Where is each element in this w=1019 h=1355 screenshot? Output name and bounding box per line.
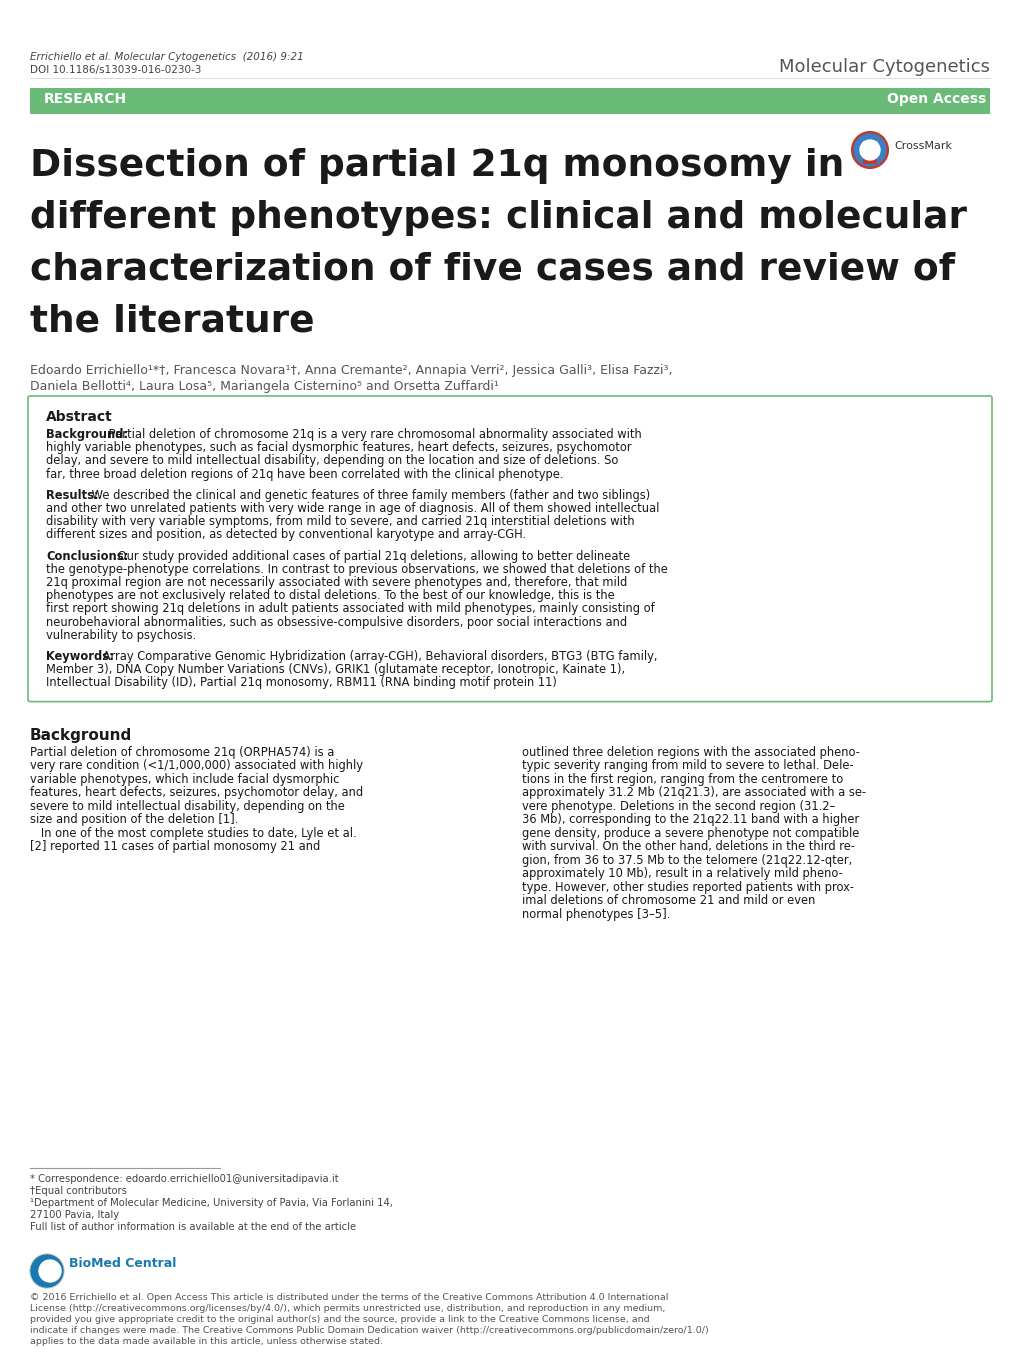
Text: Conclusions:: Conclusions: bbox=[46, 550, 128, 562]
Text: We described the clinical and genetic features of three family members (father a: We described the clinical and genetic fe… bbox=[88, 489, 650, 501]
FancyBboxPatch shape bbox=[28, 396, 991, 702]
Text: neurobehavioral abnormalities, such as obsessive-compulsive disorders, poor soci: neurobehavioral abnormalities, such as o… bbox=[46, 615, 627, 629]
Text: Daniela Bellotti⁴, Laura Losa⁵, Mariangela Cisternino⁵ and Orsetta Zuffardi¹: Daniela Bellotti⁴, Laura Losa⁵, Mariange… bbox=[30, 379, 498, 393]
Text: 27100 Pavia, Italy: 27100 Pavia, Italy bbox=[30, 1210, 119, 1220]
Text: type. However, other studies reported patients with prox-: type. However, other studies reported pa… bbox=[522, 881, 853, 893]
Text: CrossMark: CrossMark bbox=[893, 141, 951, 150]
Text: normal phenotypes [3–5].: normal phenotypes [3–5]. bbox=[522, 908, 669, 920]
Text: ¹Department of Molecular Medicine, University of Pavia, Via Forlanini 14,: ¹Department of Molecular Medicine, Unive… bbox=[30, 1198, 392, 1209]
Text: Dissection of partial 21q monosomy in: Dissection of partial 21q monosomy in bbox=[30, 148, 844, 184]
Text: Keywords:: Keywords: bbox=[46, 650, 114, 663]
Text: * Correspondence: edoardo.errichiello01@universitadipavia.it: * Correspondence: edoardo.errichiello01@… bbox=[30, 1173, 338, 1184]
Text: RESEARCH: RESEARCH bbox=[44, 92, 127, 106]
Text: indicate if changes were made. The Creative Commons Public Domain Dedication wai: indicate if changes were made. The Creat… bbox=[30, 1327, 708, 1335]
Text: Edoardo Errichiello¹*†, Francesca Novara¹†, Anna Cremante², Annapia Verri², Jess: Edoardo Errichiello¹*†, Francesca Novara… bbox=[30, 364, 672, 377]
Text: Background:: Background: bbox=[46, 428, 128, 440]
Text: features, heart defects, seizures, psychomotor delay, and: features, heart defects, seizures, psych… bbox=[30, 786, 363, 799]
Text: Open Access: Open Access bbox=[886, 92, 985, 106]
Bar bbox=[862, 142, 876, 164]
Text: the literature: the literature bbox=[30, 304, 314, 340]
Text: gene density, produce a severe phenotype not compatible: gene density, produce a severe phenotype… bbox=[522, 827, 859, 840]
Text: Background: Background bbox=[30, 728, 132, 743]
Text: severe to mild intellectual disability, depending on the: severe to mild intellectual disability, … bbox=[30, 799, 344, 813]
Text: size and position of the deletion [1].: size and position of the deletion [1]. bbox=[30, 813, 238, 827]
Text: and other two unrelated patients with very wide range in age of diagnosis. All o: and other two unrelated patients with ve… bbox=[46, 501, 658, 515]
Text: imal deletions of chromosome 21 and mild or even: imal deletions of chromosome 21 and mild… bbox=[522, 894, 814, 906]
Text: Partial deletion of chromosome 21q (ORPHA574) is a: Partial deletion of chromosome 21q (ORPH… bbox=[30, 745, 334, 759]
Text: disability with very variable symptoms, from mild to severe, and carried 21q int: disability with very variable symptoms, … bbox=[46, 515, 634, 528]
Bar bbox=[30, 88, 989, 114]
Text: different sizes and position, as detected by conventional karyotype and array-CG: different sizes and position, as detecte… bbox=[46, 528, 526, 542]
Text: approximately 10 Mb), result in a relatively mild pheno-: approximately 10 Mb), result in a relati… bbox=[522, 867, 842, 881]
Text: Array Comparative Genomic Hybridization (array-CGH), Behavioral disorders, BTG3 : Array Comparative Genomic Hybridization … bbox=[99, 650, 657, 663]
Text: Errichiello et al. Molecular Cytogenetics  (2016) 9:21: Errichiello et al. Molecular Cytogenetic… bbox=[30, 51, 304, 62]
Text: the genotype-phenotype correlations. In contrast to previous observations, we sh: the genotype-phenotype correlations. In … bbox=[46, 562, 667, 576]
Circle shape bbox=[31, 1255, 63, 1287]
Text: typic severity ranging from mild to severe to lethal. Dele-: typic severity ranging from mild to seve… bbox=[522, 759, 853, 772]
Text: with survival. On the other hand, deletions in the third re-: with survival. On the other hand, deleti… bbox=[522, 840, 854, 854]
Text: [2] reported 11 cases of partial monosomy 21 and: [2] reported 11 cases of partial monosom… bbox=[30, 840, 320, 854]
Text: far, three broad deletion regions of 21q have been correlated with the clinical : far, three broad deletion regions of 21q… bbox=[46, 467, 562, 481]
Text: highly variable phenotypes, such as facial dysmorphic features, heart defects, s: highly variable phenotypes, such as faci… bbox=[46, 442, 631, 454]
Text: phenotypes are not exclusively related to distal deletions. To the best of our k: phenotypes are not exclusively related t… bbox=[46, 589, 614, 602]
Text: Results:: Results: bbox=[46, 489, 99, 501]
Text: approximately 31.2 Mb (21q21.3), are associated with a se-: approximately 31.2 Mb (21q21.3), are ass… bbox=[522, 786, 865, 799]
Text: tions in the first region, ranging from the centromere to: tions in the first region, ranging from … bbox=[522, 772, 843, 786]
Text: Molecular Cytogenetics: Molecular Cytogenetics bbox=[779, 58, 989, 76]
Text: 36 Mb), corresponding to the 21q22.11 band with a higher: 36 Mb), corresponding to the 21q22.11 ba… bbox=[522, 813, 858, 827]
Text: applies to the data made available in this article, unless otherwise stated.: applies to the data made available in th… bbox=[30, 1337, 382, 1346]
Circle shape bbox=[39, 1260, 61, 1282]
Text: very rare condition (<1/1,000,000) associated with highly: very rare condition (<1/1,000,000) assoc… bbox=[30, 759, 363, 772]
Circle shape bbox=[853, 134, 886, 167]
Text: Full list of author information is available at the end of the article: Full list of author information is avail… bbox=[30, 1222, 356, 1232]
Text: vere phenotype. Deletions in the second region (31.2–: vere phenotype. Deletions in the second … bbox=[522, 799, 835, 813]
Text: delay, and severe to mild intellectual disability, depending on the location and: delay, and severe to mild intellectual d… bbox=[46, 454, 618, 467]
Text: characterization of five cases and review of: characterization of five cases and revie… bbox=[30, 252, 954, 289]
Text: BioMed Central: BioMed Central bbox=[69, 1257, 176, 1270]
Text: provided you give appropriate credit to the original author(s) and the source, p: provided you give appropriate credit to … bbox=[30, 1314, 649, 1324]
Text: first report showing 21q deletions in adult patients associated with mild phenot: first report showing 21q deletions in ad… bbox=[46, 603, 654, 615]
Text: Intellectual Disability (ID), Partial 21q monosomy, RBM11 (RNA binding motif pro: Intellectual Disability (ID), Partial 21… bbox=[46, 676, 556, 690]
Polygon shape bbox=[862, 142, 876, 148]
Text: †Equal contributors: †Equal contributors bbox=[30, 1186, 126, 1196]
Text: variable phenotypes, which include facial dysmorphic: variable phenotypes, which include facia… bbox=[30, 772, 339, 786]
Text: 21q proximal region are not necessarily associated with severe phenotypes and, t: 21q proximal region are not necessarily … bbox=[46, 576, 627, 589]
Text: In one of the most complete studies to date, Lyle et al.: In one of the most complete studies to d… bbox=[30, 827, 357, 840]
Text: gion, from 36 to 37.5 Mb to the telomere (21q22.12-qter,: gion, from 36 to 37.5 Mb to the telomere… bbox=[522, 854, 852, 867]
Text: outlined three deletion regions with the associated pheno-: outlined three deletion regions with the… bbox=[522, 745, 859, 759]
Text: vulnerability to psychosis.: vulnerability to psychosis. bbox=[46, 629, 196, 642]
Text: Our study provided additional cases of partial 21q deletions, allowing to better: Our study provided additional cases of p… bbox=[114, 550, 630, 562]
Text: © 2016 Errichiello et al. Open Access This article is distributed under the term: © 2016 Errichiello et al. Open Access Th… bbox=[30, 1293, 667, 1302]
Circle shape bbox=[859, 140, 879, 160]
Circle shape bbox=[851, 131, 888, 168]
Text: License (http://creativecommons.org/licenses/by/4.0/), which permits unrestricte: License (http://creativecommons.org/lice… bbox=[30, 1304, 664, 1313]
Text: Member 3), DNA Copy Number Variations (CNVs), GRIK1 (glutamate receptor, Ionotro: Member 3), DNA Copy Number Variations (C… bbox=[46, 663, 625, 676]
Text: Abstract: Abstract bbox=[46, 411, 113, 424]
Text: different phenotypes: clinical and molecular: different phenotypes: clinical and molec… bbox=[30, 201, 966, 236]
Text: Partial deletion of chromosome 21q is a very rare chromosomal abnormality associ: Partial deletion of chromosome 21q is a … bbox=[105, 428, 641, 440]
Text: DOI 10.1186/s13039-016-0230-3: DOI 10.1186/s13039-016-0230-3 bbox=[30, 65, 201, 75]
Circle shape bbox=[30, 1253, 64, 1289]
